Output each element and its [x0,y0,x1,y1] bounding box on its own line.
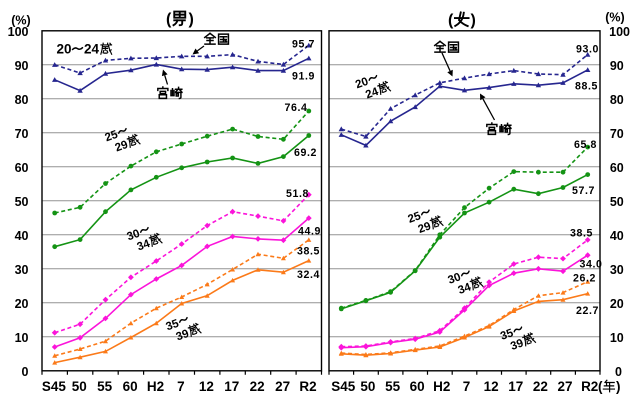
svg-text:50: 50 [15,195,29,209]
svg-text:(: ( [598,379,603,394]
svg-text:(: ( [166,11,172,28]
svg-text:H2: H2 [433,379,450,394]
svg-text:50: 50 [72,379,87,394]
svg-text:10: 10 [15,331,29,345]
svg-text:70: 70 [610,127,624,141]
svg-text:): ) [471,12,476,29]
svg-text:90: 90 [610,59,624,73]
svg-text:76.4: 76.4 [285,102,308,114]
svg-text:22: 22 [533,379,548,394]
svg-text:): ) [616,379,621,394]
svg-text:20: 20 [15,297,29,311]
svg-text:12: 12 [199,379,214,394]
svg-text:17: 17 [508,379,523,394]
svg-text:S45: S45 [331,379,356,394]
svg-text:100: 100 [8,25,29,39]
svg-text:22.7: 22.7 [576,305,599,317]
svg-text:39: 39 [509,337,525,353]
svg-text:R2: R2 [299,379,316,394]
svg-text:38.5: 38.5 [297,246,320,258]
svg-text:60: 60 [410,379,425,394]
svg-text:25: 25 [406,210,423,226]
svg-text:90: 90 [15,59,29,73]
svg-text:34: 34 [457,281,474,297]
svg-text:55: 55 [385,379,401,394]
svg-text:29: 29 [417,220,433,236]
svg-text:38.5: 38.5 [570,228,593,240]
svg-text:30: 30 [15,263,29,277]
svg-text:60: 60 [610,161,624,175]
svg-text:(%): (%) [605,11,624,25]
svg-text:H2: H2 [147,379,164,394]
svg-text:22: 22 [250,379,265,394]
svg-text:35: 35 [499,327,516,343]
svg-text:20: 20 [57,42,72,57]
svg-text:55: 55 [97,379,113,394]
svg-text:91.9: 91.9 [292,71,315,83]
svg-text:80: 80 [15,93,29,107]
svg-text:40: 40 [15,229,29,243]
svg-text:57.7: 57.7 [572,185,595,197]
svg-text:39: 39 [175,328,191,344]
svg-text:34: 34 [136,238,153,254]
svg-text:65.8: 65.8 [574,139,597,151]
svg-text:50: 50 [360,379,375,394]
svg-text:): ) [189,11,194,28]
svg-text:10: 10 [610,331,624,345]
svg-text:44.9: 44.9 [298,226,321,238]
svg-text:25: 25 [103,128,120,144]
svg-text:20: 20 [610,297,624,311]
svg-text:30: 30 [125,228,141,244]
svg-text:27: 27 [275,379,290,394]
svg-text:0: 0 [22,365,29,379]
svg-text:40: 40 [610,229,624,243]
svg-text:93.0: 93.0 [576,44,599,56]
svg-text:(: ( [448,12,454,29]
svg-text:26.2: 26.2 [573,272,596,284]
svg-text:95.7: 95.7 [292,39,315,51]
svg-text:0: 0 [615,365,622,379]
svg-text:100: 100 [609,25,630,39]
svg-text:(%): (%) [11,14,30,28]
svg-text:30: 30 [446,271,462,287]
svg-text:7: 7 [463,379,471,394]
svg-text:60: 60 [15,161,29,175]
svg-text:R2: R2 [581,379,598,394]
svg-text:34.0: 34.0 [580,259,603,271]
svg-text:70: 70 [15,127,29,141]
svg-text:80: 80 [610,93,624,107]
svg-text:60: 60 [123,379,138,394]
svg-text:27: 27 [557,379,572,394]
svg-text:51.8: 51.8 [286,188,309,200]
svg-text:88.5: 88.5 [575,81,598,93]
svg-text:24: 24 [84,42,100,57]
svg-text:7: 7 [177,379,185,394]
svg-text:24: 24 [364,86,381,102]
svg-text:32.4: 32.4 [297,269,320,281]
svg-text:20: 20 [354,76,370,92]
svg-text:69.2: 69.2 [294,147,317,159]
svg-text:29: 29 [114,139,130,155]
svg-text:30: 30 [610,263,624,277]
svg-text:S45: S45 [42,379,67,394]
svg-text:35: 35 [164,317,181,333]
svg-text:12: 12 [484,379,499,394]
svg-text:17: 17 [224,379,239,394]
svg-text:50: 50 [610,195,624,209]
